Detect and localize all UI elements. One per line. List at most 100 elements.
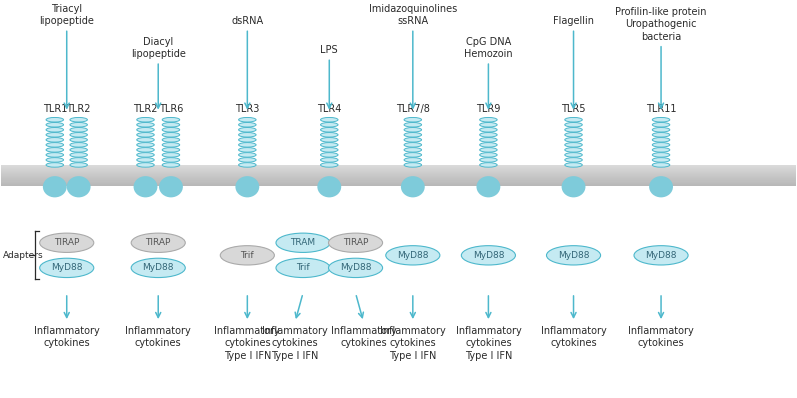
Ellipse shape xyxy=(562,176,586,197)
Ellipse shape xyxy=(238,117,256,122)
Text: TIRAP: TIRAP xyxy=(343,238,368,247)
Ellipse shape xyxy=(238,158,256,162)
Text: Profilin-like protein
Uropathogenic
bacteria: Profilin-like protein Uropathogenic bact… xyxy=(615,7,707,42)
Ellipse shape xyxy=(238,152,256,157)
Ellipse shape xyxy=(46,163,64,167)
Bar xyxy=(1,175,796,176)
Ellipse shape xyxy=(565,152,583,157)
Ellipse shape xyxy=(477,176,501,197)
Ellipse shape xyxy=(163,133,179,137)
Ellipse shape xyxy=(137,123,155,127)
Text: TIRAP: TIRAP xyxy=(146,238,171,247)
Ellipse shape xyxy=(238,148,256,152)
Ellipse shape xyxy=(163,123,179,127)
Ellipse shape xyxy=(137,163,155,167)
Ellipse shape xyxy=(276,233,330,252)
Ellipse shape xyxy=(461,246,516,265)
Ellipse shape xyxy=(67,176,91,197)
Text: CpG DNA
Hemozoin: CpG DNA Hemozoin xyxy=(464,37,512,59)
Ellipse shape xyxy=(238,138,256,142)
Text: TLR6: TLR6 xyxy=(159,104,183,114)
Ellipse shape xyxy=(132,258,185,277)
Ellipse shape xyxy=(320,127,338,132)
Bar xyxy=(1,174,796,175)
Bar xyxy=(1,171,796,172)
Ellipse shape xyxy=(235,176,259,197)
Ellipse shape xyxy=(238,163,256,167)
Ellipse shape xyxy=(480,142,497,147)
Ellipse shape xyxy=(46,152,64,157)
Ellipse shape xyxy=(317,176,341,197)
Ellipse shape xyxy=(401,176,425,197)
Ellipse shape xyxy=(40,258,94,277)
Text: MyD88: MyD88 xyxy=(397,251,429,260)
Ellipse shape xyxy=(70,142,88,147)
Text: MyD88: MyD88 xyxy=(646,251,677,260)
Ellipse shape xyxy=(652,127,669,132)
Text: Inflammatory
cytokines: Inflammatory cytokines xyxy=(331,326,396,348)
Ellipse shape xyxy=(652,123,669,127)
Text: Adapters: Adapters xyxy=(3,251,44,259)
Ellipse shape xyxy=(46,127,64,132)
Bar xyxy=(1,181,796,183)
Text: TLR9: TLR9 xyxy=(477,104,501,114)
Text: Imidazoquinolines
ssRNA: Imidazoquinolines ssRNA xyxy=(369,4,457,26)
Ellipse shape xyxy=(70,138,88,142)
Text: MyD88: MyD88 xyxy=(143,263,174,272)
Ellipse shape xyxy=(480,158,497,162)
Bar xyxy=(1,183,796,185)
Ellipse shape xyxy=(46,133,64,137)
Ellipse shape xyxy=(480,152,497,157)
Text: Inflammatory
cytokines: Inflammatory cytokines xyxy=(540,326,607,348)
Ellipse shape xyxy=(46,117,64,122)
Ellipse shape xyxy=(565,148,583,152)
Ellipse shape xyxy=(386,246,440,265)
Ellipse shape xyxy=(652,142,669,147)
Ellipse shape xyxy=(238,127,256,132)
Bar xyxy=(1,178,796,179)
Ellipse shape xyxy=(70,133,88,137)
Bar xyxy=(1,164,796,166)
Ellipse shape xyxy=(238,133,256,137)
Ellipse shape xyxy=(238,123,256,127)
Text: Inflammatory
cytokines: Inflammatory cytokines xyxy=(628,326,694,348)
Text: TLR7/8: TLR7/8 xyxy=(396,104,430,114)
Ellipse shape xyxy=(320,142,338,147)
Text: Diacyl
lipopeptide: Diacyl lipopeptide xyxy=(131,37,186,59)
Bar xyxy=(1,185,796,186)
Ellipse shape xyxy=(320,117,338,122)
Text: TLR2: TLR2 xyxy=(133,104,158,114)
Ellipse shape xyxy=(220,246,274,265)
Ellipse shape xyxy=(404,158,422,162)
Ellipse shape xyxy=(320,148,338,152)
Ellipse shape xyxy=(137,148,155,152)
Ellipse shape xyxy=(480,133,497,137)
Ellipse shape xyxy=(137,127,155,132)
Ellipse shape xyxy=(43,176,67,197)
Text: TIRAP: TIRAP xyxy=(54,238,80,247)
Bar xyxy=(1,168,796,169)
Text: TRAM: TRAM xyxy=(290,238,316,247)
Bar xyxy=(1,180,796,181)
Text: TLR11: TLR11 xyxy=(646,104,677,114)
Ellipse shape xyxy=(652,152,669,157)
Ellipse shape xyxy=(46,123,64,127)
Ellipse shape xyxy=(70,127,88,132)
Text: Inflammatory
cytokines: Inflammatory cytokines xyxy=(33,326,100,348)
Text: LPS: LPS xyxy=(320,45,338,55)
Text: MyD88: MyD88 xyxy=(558,251,589,260)
Ellipse shape xyxy=(328,233,383,252)
Ellipse shape xyxy=(163,142,179,147)
Bar xyxy=(1,177,796,178)
Ellipse shape xyxy=(565,158,583,162)
Ellipse shape xyxy=(46,142,64,147)
Ellipse shape xyxy=(70,148,88,152)
Ellipse shape xyxy=(137,152,155,157)
Ellipse shape xyxy=(163,152,179,157)
Ellipse shape xyxy=(565,142,583,147)
Ellipse shape xyxy=(480,127,497,132)
Ellipse shape xyxy=(137,142,155,147)
Text: TLR4: TLR4 xyxy=(317,104,341,114)
Ellipse shape xyxy=(163,163,179,167)
Bar xyxy=(1,167,796,168)
